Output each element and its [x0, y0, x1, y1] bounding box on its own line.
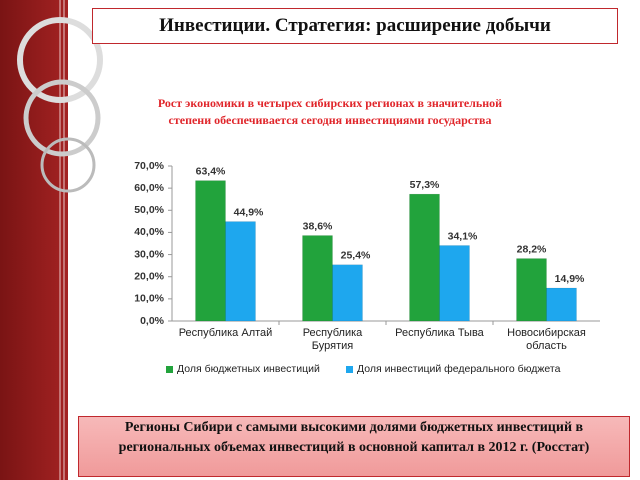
decor-circle [23, 79, 101, 157]
y-tick-label: 20,0% [134, 270, 164, 282]
value-label: 38,6% [303, 220, 333, 232]
x-tick-label: Республика Тыва [395, 327, 484, 339]
decor-circle [40, 137, 96, 193]
y-tick-label: 60,0% [134, 182, 164, 194]
bar [302, 235, 333, 322]
y-tick-label: 50,0% [134, 204, 164, 216]
bar [546, 287, 577, 322]
bar [409, 193, 440, 322]
legend-label: Доля инвестиций федерального бюджета [357, 363, 561, 375]
value-label: 14,9% [555, 273, 585, 285]
bar [516, 258, 547, 322]
sidebar [0, 0, 68, 480]
legend-swatch [346, 366, 353, 373]
bar [225, 221, 256, 322]
caption: Регионы Сибири с самыми высокими долями … [78, 416, 630, 477]
value-label: 25,4% [341, 250, 371, 262]
value-label: 63,4% [196, 165, 226, 177]
decor-circle [17, 17, 103, 103]
value-label: 34,1% [448, 230, 478, 242]
value-label: 57,3% [410, 179, 440, 191]
y-tick-label: 40,0% [134, 226, 164, 238]
x-tick-label: Новосибирская область [507, 327, 586, 352]
value-label: 44,9% [234, 206, 264, 218]
y-tick-label: 0,0% [140, 315, 165, 327]
bar [195, 180, 226, 322]
value-label: 28,2% [517, 243, 547, 255]
bar [332, 264, 363, 322]
y-tick-label: 30,0% [134, 248, 164, 260]
y-tick-label: 70,0% [134, 160, 164, 172]
x-tick-label: Республика Бурятия [302, 327, 363, 352]
legend-swatch [166, 366, 173, 373]
slide-title: Инвестиции. Стратегия: расширение добычи [92, 8, 618, 44]
legend-label: Доля бюджетных инвестиций [177, 363, 320, 375]
x-tick-label: Республика Алтай [178, 327, 273, 339]
y-tick-label: 10,0% [134, 293, 164, 305]
chart-title: Рост экономики в четырех сибирских регио… [157, 96, 503, 127]
bar [439, 245, 470, 322]
